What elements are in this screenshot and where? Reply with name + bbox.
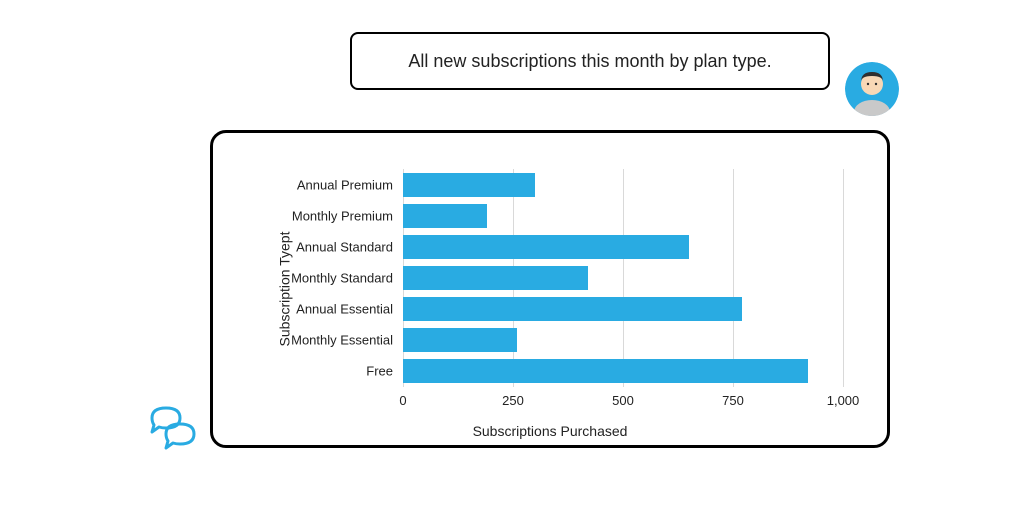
plot-area: 02505007501,000Annual PremiumMonthly Pre… [403, 169, 843, 387]
bar [403, 328, 517, 352]
bar [403, 359, 808, 383]
x-axis-title: Subscriptions Purchased [213, 423, 887, 439]
bar-label: Annual Standard [296, 239, 393, 254]
bar-label: Monthly Standard [291, 270, 393, 285]
gridline [843, 169, 844, 387]
chart-card: Subscription Tyept Subscriptions Purchas… [210, 130, 890, 448]
bar-row: Annual Standard [403, 231, 843, 262]
x-tick-label: 0 [399, 393, 406, 408]
x-tick-label: 1,000 [827, 393, 860, 408]
bar-row: Annual Essential [403, 293, 843, 324]
bar-row: Free [403, 355, 843, 386]
bar-label: Annual Essential [296, 301, 393, 316]
chat-bubbles-icon [140, 400, 204, 464]
speech-bubble-text: All new subscriptions this month by plan… [408, 51, 771, 72]
bar [403, 266, 588, 290]
bar [403, 173, 535, 197]
chart: Subscription Tyept Subscriptions Purchas… [213, 133, 887, 445]
x-tick-label: 750 [722, 393, 744, 408]
y-axis-title: Subscription Tyept [276, 232, 292, 347]
x-tick-label: 500 [612, 393, 634, 408]
bar-row: Monthly Standard [403, 262, 843, 293]
avatar [845, 62, 899, 116]
avatar-icon [845, 62, 899, 116]
bar-row: Monthly Essential [403, 324, 843, 355]
bar-label: Monthly Premium [292, 208, 393, 223]
bar [403, 204, 487, 228]
bar-row: Annual Premium [403, 169, 843, 200]
x-tick-label: 250 [502, 393, 524, 408]
bar-label: Free [366, 363, 393, 378]
bar-label: Annual Premium [297, 177, 393, 192]
bar [403, 235, 689, 259]
speech-bubble: All new subscriptions this month by plan… [350, 32, 830, 90]
bar [403, 297, 742, 321]
bar-row: Monthly Premium [403, 200, 843, 231]
bar-label: Monthly Essential [291, 332, 393, 347]
